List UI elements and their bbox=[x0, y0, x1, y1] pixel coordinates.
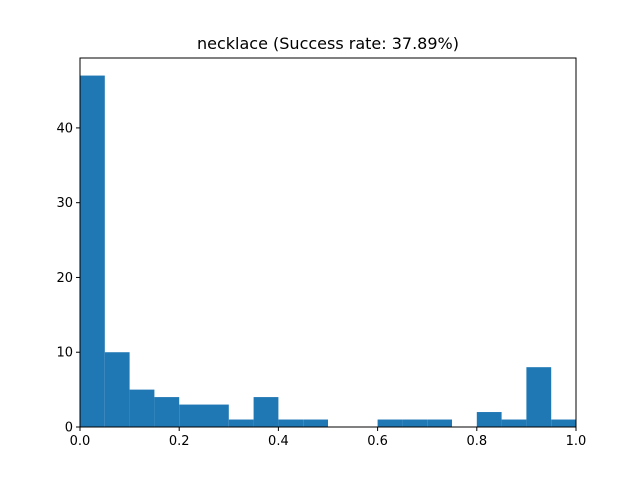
histogram-bar bbox=[303, 419, 328, 427]
y-tick-label: 10 bbox=[56, 346, 73, 361]
histogram-bar bbox=[278, 419, 304, 427]
bars-group bbox=[80, 75, 576, 428]
histogram-bar bbox=[204, 404, 229, 427]
x-axis: 0.0 0.2 0.4 0.6 0.8 1.0 bbox=[70, 427, 587, 449]
x-tick-label: 0.2 bbox=[169, 434, 190, 449]
histogram-bar bbox=[154, 397, 180, 427]
plot-frame bbox=[79, 57, 577, 428]
y-tick-label: 20 bbox=[56, 271, 73, 286]
x-tick-label: 0.8 bbox=[466, 434, 487, 449]
x-tick-label: 0.4 bbox=[268, 434, 289, 449]
histogram-bar bbox=[551, 419, 576, 427]
x-tick-label: 1.0 bbox=[566, 434, 587, 449]
chart-title: necklace (Success rate: 37.89%) bbox=[197, 34, 459, 53]
y-tick-label: 0 bbox=[65, 421, 73, 436]
histogram-bar bbox=[427, 419, 452, 427]
histogram-bar bbox=[179, 404, 204, 427]
histogram-bar bbox=[377, 419, 403, 427]
histogram-bar bbox=[402, 419, 428, 427]
histogram-bar bbox=[501, 419, 527, 427]
histogram-bar bbox=[104, 352, 130, 427]
histogram-bar bbox=[228, 419, 254, 427]
histogram-bar bbox=[129, 389, 155, 427]
histogram-bar bbox=[476, 412, 502, 427]
histogram-bar bbox=[253, 397, 279, 427]
histogram-bar bbox=[526, 367, 552, 427]
x-tick-label: 0.6 bbox=[367, 434, 388, 449]
x-tick-label: 0.0 bbox=[70, 434, 91, 449]
y-tick-label: 40 bbox=[56, 121, 73, 136]
y-axis: 0 10 20 30 40 bbox=[56, 121, 80, 436]
histogram-bar bbox=[80, 75, 105, 428]
y-tick-label: 30 bbox=[56, 196, 73, 211]
